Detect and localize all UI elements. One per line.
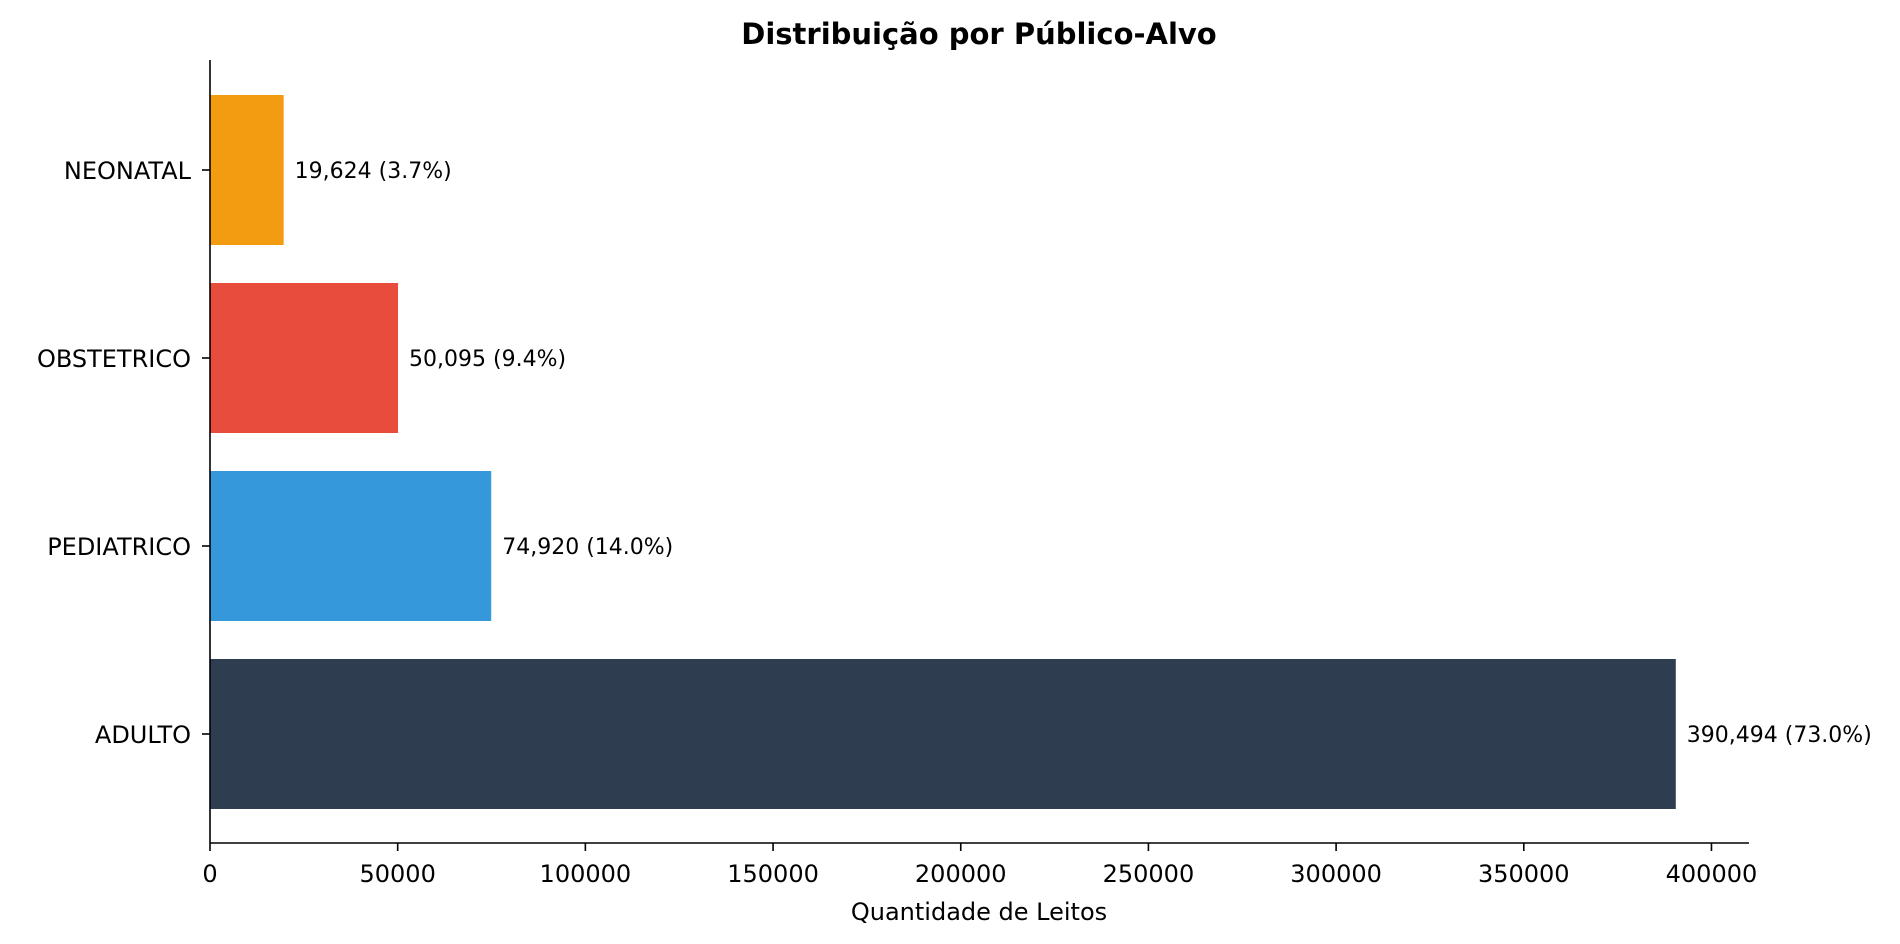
x-tick-label-400000: 400000: [1666, 860, 1758, 888]
y-ticks-layer: ADULTO PEDIATRICO OBSTETRICO NEONATAL: [37, 157, 210, 749]
x-tick-label-250000: 250000: [1103, 860, 1195, 888]
bar-pediatrico: [210, 471, 492, 621]
y-tick-label-obstetrico: OBSTETRICO: [37, 345, 191, 373]
x-tick-label-50000: 50000: [360, 860, 436, 888]
x-tick-label-300000: 300000: [1290, 860, 1382, 888]
chart-title: Distribuição por Público-Alvo: [741, 17, 1216, 51]
x-tick-label-100000: 100000: [540, 860, 632, 888]
value-label-obstetrico: 50,095 (9.4%): [409, 347, 566, 372]
value-label-adulto: 390,494 (73.0%): [1687, 723, 1872, 748]
x-axis-label: Quantidade de Leitos: [851, 898, 1107, 926]
bar-adulto: [210, 659, 1676, 809]
y-tick-label-pediatrico: PEDIATRICO: [47, 533, 191, 561]
value-label-neonatal: 19,624 (3.7%): [295, 159, 452, 184]
x-tick-label-150000: 150000: [727, 860, 819, 888]
bars-layer: [210, 95, 1676, 809]
bar-neonatal: [210, 95, 284, 245]
x-ticks-layer: 0 50000 100000 150000 200000 250000 300000 3500…: [202, 843, 1757, 888]
bar-obstetrico: [210, 283, 399, 433]
y-tick-label-neonatal: NEONATAL: [64, 157, 192, 185]
x-tick-label-350000: 350000: [1478, 860, 1570, 888]
value-label-pediatrico: 74,920 (14.0%): [502, 535, 673, 560]
x-tick-label-0: 0: [202, 860, 217, 888]
x-tick-label-200000: 200000: [915, 860, 1007, 888]
y-tick-label-adulto: ADULTO: [95, 721, 191, 749]
value-labels-layer: 390,494 (73.0%) 74,920 (14.0%) 50,095 (9.4…: [295, 159, 1872, 748]
